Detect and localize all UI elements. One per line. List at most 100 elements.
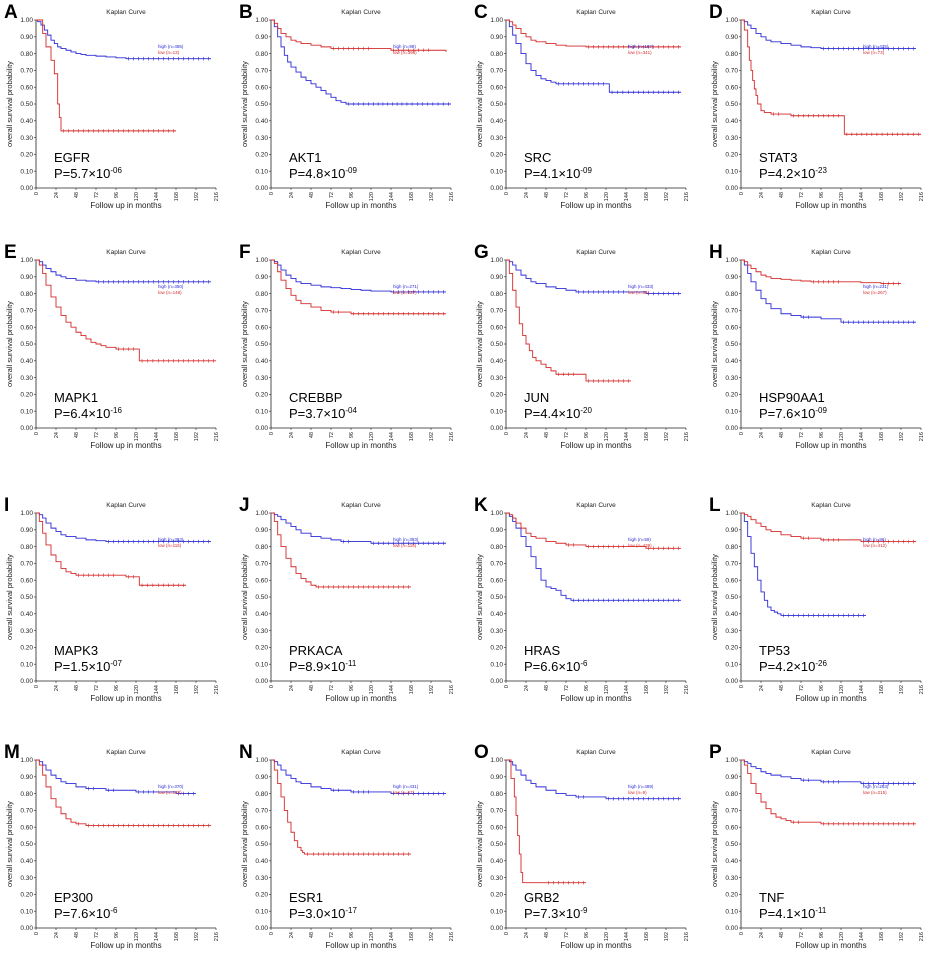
x-tick-label: 168 <box>174 432 180 441</box>
x-tick-label: 192 <box>664 192 670 201</box>
survival-curve-high <box>36 759 196 795</box>
y-tick-label: 0.50 <box>255 341 268 348</box>
chart-title: Kaplan Curve <box>576 9 616 16</box>
y-tick-label: 0.10 <box>490 908 503 915</box>
y-axis-label: overall survival probability <box>710 801 719 887</box>
y-tick-label: 0.80 <box>255 544 268 551</box>
y-tick-label: 0.20 <box>255 645 268 652</box>
panel-letter: M <box>4 742 20 763</box>
censor-marks-high <box>783 613 864 618</box>
p-value-label: P=4.1×10-09 <box>524 166 593 181</box>
y-tick-label: 0.30 <box>20 628 33 635</box>
km-panel-h: H Kaplan Curve 0.00 0.10 0.20 0.30 0.40 0.50 0.6… <box>709 242 925 450</box>
x-tick-label: 24 <box>54 685 60 691</box>
y-tick-label: 0.30 <box>725 135 738 142</box>
y-tick-label: 0.30 <box>20 135 33 142</box>
y-tick-label: 0.10 <box>725 908 738 915</box>
x-tick-label: 168 <box>409 685 415 694</box>
y-tick-label: 0.70 <box>490 561 503 568</box>
x-tick-label: 96 <box>114 932 120 938</box>
censor-marks-low <box>803 536 914 544</box>
censor-marks-high <box>343 539 444 546</box>
y-tick-label: 0.40 <box>20 611 33 618</box>
p-value-exponent: -17 <box>345 906 357 915</box>
chart-title: Kaplan Curve <box>341 9 381 16</box>
x-tick-label: 72 <box>799 432 805 438</box>
censor-marks-low <box>568 543 679 551</box>
chart-title: Kaplan Curve <box>811 502 851 509</box>
survival-curve-low <box>36 512 186 586</box>
p-value-label: P=6.6×10-6 <box>524 659 588 674</box>
p-value-exponent: -06 <box>110 166 122 175</box>
y-tick-label: 0.50 <box>725 101 738 108</box>
y-tick-label: 1.00 <box>255 757 268 764</box>
y-tick-label: 0.50 <box>490 841 503 848</box>
y-tick-label: 0.40 <box>20 858 33 865</box>
y-tick-label: 0.70 <box>255 68 268 75</box>
survival-curve-low <box>271 19 447 52</box>
y-tick-label: 0.40 <box>255 611 268 618</box>
x-tick-label: 168 <box>879 432 885 441</box>
y-tick-label: 0.80 <box>20 291 33 298</box>
x-tick-label: 192 <box>429 932 435 941</box>
y-tick-label: 0.20 <box>490 645 503 652</box>
gene-label: HRAS <box>524 643 560 658</box>
y-tick-label: 0.70 <box>20 561 33 568</box>
y-tick-label: 0.90 <box>490 34 503 41</box>
p-value-label: P=3.7×10-04 <box>289 406 358 421</box>
y-tick-label: 0.20 <box>255 392 268 399</box>
panel-letter: N <box>239 742 253 763</box>
gene-label: GRB2 <box>524 890 559 905</box>
x-tick-label: 168 <box>174 932 180 941</box>
x-axis-label: Follow up in months <box>795 941 866 950</box>
km-panel-k: K Kaplan Curve 0.00 0.10 0.20 0.30 0.40 0.50 0.6… <box>474 495 690 703</box>
panel-letter: I <box>4 495 9 516</box>
y-axis-label: overall survival probability <box>240 801 249 887</box>
censor-marks-low <box>548 880 584 885</box>
panel-letter: D <box>709 2 723 23</box>
x-tick-label: 168 <box>879 685 885 694</box>
panel-letter: F <box>239 242 251 263</box>
censor-marks-low <box>307 852 409 856</box>
km-panel-j: J Kaplan Curve 0.00 0.10 0.20 0.30 0.40 0.50 0.6… <box>239 495 455 703</box>
x-axis-label: Follow up in months <box>560 694 631 703</box>
x-tick-label: 120 <box>134 432 140 441</box>
panel-letter: A <box>4 2 18 23</box>
x-tick-label: 96 <box>819 685 825 691</box>
y-tick-label: 0.80 <box>490 291 503 298</box>
y-tick-label: 0.30 <box>255 135 268 142</box>
x-tick-label: 48 <box>779 432 785 438</box>
x-tick-label: 0 <box>34 192 40 195</box>
y-axis-label: overall survival probability <box>5 801 14 887</box>
y-tick-label: 0.80 <box>725 544 738 551</box>
x-tick-label: 96 <box>819 432 825 438</box>
survival-curve-low <box>271 259 446 315</box>
x-tick-label: 72 <box>329 685 335 691</box>
x-tick-label: 72 <box>329 932 335 938</box>
km-panel-e: E Kaplan Curve 0.00 0.10 0.20 0.30 0.40 0.50 0.6… <box>4 242 220 450</box>
x-axis-label: Follow up in months <box>795 694 866 703</box>
x-tick-label: 24 <box>289 432 295 438</box>
x-tick-label: 144 <box>154 932 160 941</box>
x-tick-label: 216 <box>214 432 220 441</box>
y-tick-label: 1.00 <box>490 257 503 264</box>
y-tick-label: 0.00 <box>20 678 33 685</box>
legend-low: low (n=439) <box>628 543 652 548</box>
x-tick-label: 144 <box>859 685 865 694</box>
x-tick-label: 192 <box>664 685 670 694</box>
censor-marks-high <box>98 280 209 284</box>
censor-marks-high <box>88 786 194 796</box>
gene-label: MAPK1 <box>54 390 98 405</box>
y-tick-label: 0.00 <box>725 925 738 932</box>
gene-label: STAT3 <box>759 150 798 165</box>
chart-title: Kaplan Curve <box>576 502 616 509</box>
y-tick-label: 0.00 <box>255 678 268 685</box>
y-tick-label: 0.20 <box>20 645 33 652</box>
x-tick-label: 216 <box>449 432 455 441</box>
x-tick-label: 72 <box>329 192 335 198</box>
x-tick-label: 0 <box>34 432 40 435</box>
x-axis-label: Follow up in months <box>795 201 866 210</box>
x-tick-label: 192 <box>429 685 435 694</box>
y-tick-label: 0.90 <box>20 774 33 781</box>
y-tick-label: 0.00 <box>20 425 33 432</box>
